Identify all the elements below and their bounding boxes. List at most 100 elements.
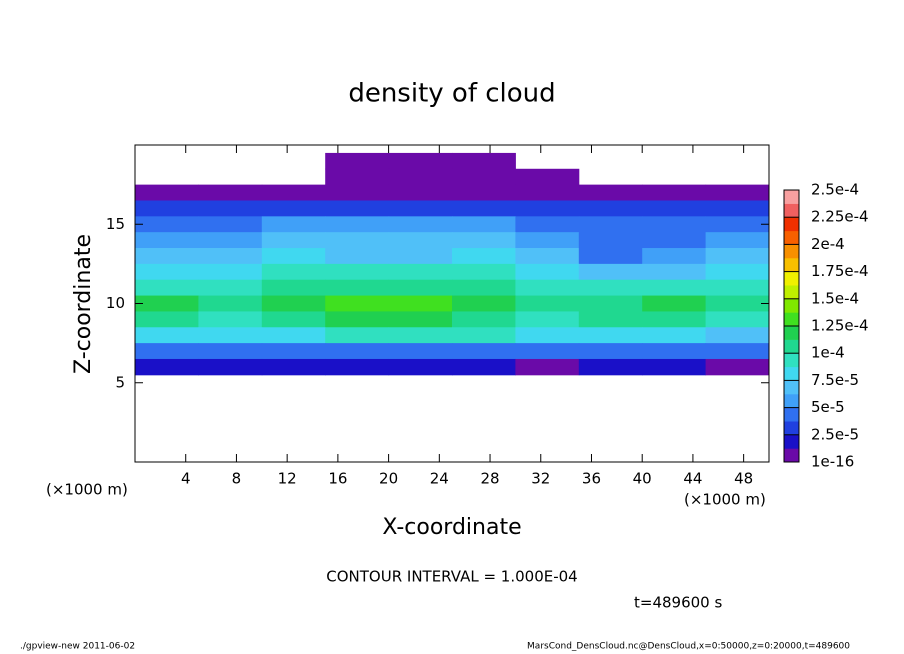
- field-cell: [198, 263, 263, 281]
- field-cell: [135, 216, 199, 233]
- colorbar-swatch: [784, 298, 799, 313]
- colorbar-swatch: [784, 394, 799, 408]
- field-cell: [325, 152, 390, 170]
- field-cell: [261, 358, 326, 376]
- field-cell: [325, 295, 390, 312]
- field-cell: [325, 279, 390, 297]
- x-tick-label: 16: [328, 470, 347, 488]
- field-cell: [452, 295, 516, 312]
- y-tick-label: 15: [106, 215, 125, 233]
- field-cell: [325, 311, 390, 328]
- field-cell: [452, 263, 516, 281]
- colorbar-swatch: [784, 407, 799, 422]
- colorbar-swatch: [784, 434, 799, 449]
- field-cell: [578, 184, 643, 201]
- colorbar-swatch: [784, 230, 799, 245]
- colorbar-swatch: [784, 421, 799, 436]
- field-cell: [452, 358, 516, 376]
- colorbar-swatch: [784, 339, 799, 354]
- x-tick-label: 32: [531, 470, 550, 488]
- y-unit: (×1000 m): [46, 481, 128, 499]
- field-cell: [388, 279, 453, 297]
- field-cell: [135, 343, 199, 360]
- field-cell: [642, 216, 707, 233]
- field-cell: [388, 232, 453, 249]
- field-cell: [705, 184, 770, 201]
- time-note: t=489600 s: [634, 594, 722, 612]
- field-cell: [452, 184, 516, 201]
- field-cell: [578, 279, 643, 297]
- field-cell: [578, 200, 643, 217]
- field-cell: [135, 232, 199, 249]
- field-cell: [388, 295, 453, 312]
- colorbar-swatch: [784, 353, 799, 368]
- field-cell: [261, 200, 326, 217]
- field-cell: [642, 232, 707, 249]
- field-cell: [325, 343, 390, 360]
- colorbar-swatch: [784, 312, 799, 327]
- field-cell: [705, 311, 770, 328]
- field-cell: [515, 216, 580, 233]
- field-cell: [515, 358, 580, 376]
- y-axis-label: Z-coordinate: [71, 234, 96, 374]
- colorbar-label: 1.25e-4: [811, 317, 869, 335]
- colorbar-label: 1.5e-4: [811, 289, 859, 307]
- field-cell: [578, 343, 643, 360]
- y-tick-label: 10: [106, 294, 125, 312]
- field-cell: [325, 232, 390, 249]
- field-cell: [325, 248, 390, 265]
- field-cell: [705, 343, 770, 360]
- field-cell: [515, 279, 580, 297]
- field-cell: [578, 263, 643, 281]
- field-cell: [388, 200, 453, 217]
- field-cell: [642, 279, 707, 297]
- field-cell: [705, 327, 770, 344]
- field-cell: [452, 279, 516, 297]
- field-cell: [325, 184, 390, 201]
- colorbar-label: 2.5e-4: [811, 181, 859, 199]
- field-cell: [388, 263, 453, 281]
- field-cell: [515, 263, 580, 281]
- field-cell: [515, 311, 580, 328]
- field-cell: [452, 327, 516, 344]
- field-cell: [135, 248, 199, 265]
- footer-right: MarsCond_DensCloud.nc@DensCloud,x=0:5000…: [527, 642, 850, 652]
- field-cell: [261, 248, 326, 265]
- field-cell: [515, 295, 580, 312]
- field-cell: [261, 343, 326, 360]
- x-tick-label: 4: [181, 470, 191, 488]
- field-cell: [388, 248, 453, 265]
- field-cell: [642, 311, 707, 328]
- field-cell: [515, 232, 580, 249]
- field-cell: [452, 168, 516, 186]
- field-cell: [705, 295, 770, 312]
- field-cell: [261, 216, 326, 233]
- field-cell: [135, 263, 199, 281]
- field-cell: [388, 327, 453, 344]
- field-cell: [642, 295, 707, 312]
- field-cell: [261, 279, 326, 297]
- x-tick-label: 8: [232, 470, 242, 488]
- field-cell: [515, 327, 580, 344]
- field-cell: [325, 263, 390, 281]
- field-cell: [198, 358, 263, 376]
- field-cell: [642, 200, 707, 217]
- colorbar-swatch: [784, 203, 799, 218]
- field-cell: [705, 232, 770, 249]
- field-cell: [642, 343, 707, 360]
- field-cell: [705, 279, 770, 297]
- field-cell: [388, 358, 453, 376]
- y-tick-label: 5: [115, 373, 125, 391]
- field-cell: [642, 358, 707, 376]
- field-cell: [578, 358, 643, 376]
- field-cell: [135, 200, 199, 217]
- colorbar-swatch: [784, 271, 799, 286]
- field-cell: [705, 248, 770, 265]
- x-tick-label: 48: [734, 470, 753, 488]
- field-cell: [578, 295, 643, 312]
- x-tick-label: 20: [379, 470, 398, 488]
- field-cell: [325, 327, 390, 344]
- field-cell: [261, 295, 326, 312]
- colorbar-swatch: [784, 217, 799, 232]
- colorbar-swatch: [784, 380, 799, 395]
